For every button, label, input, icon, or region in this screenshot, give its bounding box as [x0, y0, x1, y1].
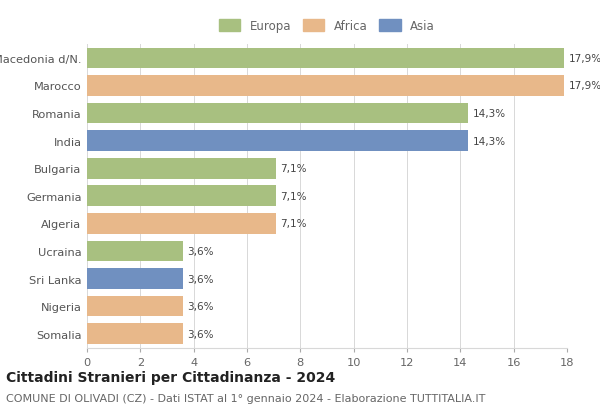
Text: 3,6%: 3,6% — [187, 246, 214, 256]
Bar — [87, 296, 183, 317]
Bar — [87, 103, 469, 124]
Text: 14,3%: 14,3% — [472, 136, 505, 146]
Bar — [87, 241, 183, 262]
Text: 3,6%: 3,6% — [187, 274, 214, 284]
Bar — [87, 324, 183, 344]
Bar — [87, 269, 183, 289]
Text: 17,9%: 17,9% — [568, 54, 600, 64]
Text: 17,9%: 17,9% — [568, 81, 600, 91]
Text: 7,1%: 7,1% — [280, 164, 307, 174]
Bar — [87, 158, 277, 179]
Text: 3,6%: 3,6% — [187, 301, 214, 311]
Bar — [87, 213, 277, 234]
Bar — [87, 186, 277, 207]
Text: 7,1%: 7,1% — [280, 191, 307, 201]
Text: COMUNE DI OLIVADI (CZ) - Dati ISTAT al 1° gennaio 2024 - Elaborazione TUTTITALIA: COMUNE DI OLIVADI (CZ) - Dati ISTAT al 1… — [6, 393, 485, 402]
Text: 14,3%: 14,3% — [472, 109, 505, 119]
Bar — [87, 48, 565, 69]
Bar — [87, 76, 565, 97]
Bar — [87, 131, 469, 152]
Legend: Europa, Africa, Asia: Europa, Africa, Asia — [219, 20, 435, 33]
Text: 7,1%: 7,1% — [280, 219, 307, 229]
Text: Cittadini Stranieri per Cittadinanza - 2024: Cittadini Stranieri per Cittadinanza - 2… — [6, 370, 335, 384]
Text: 3,6%: 3,6% — [187, 329, 214, 339]
